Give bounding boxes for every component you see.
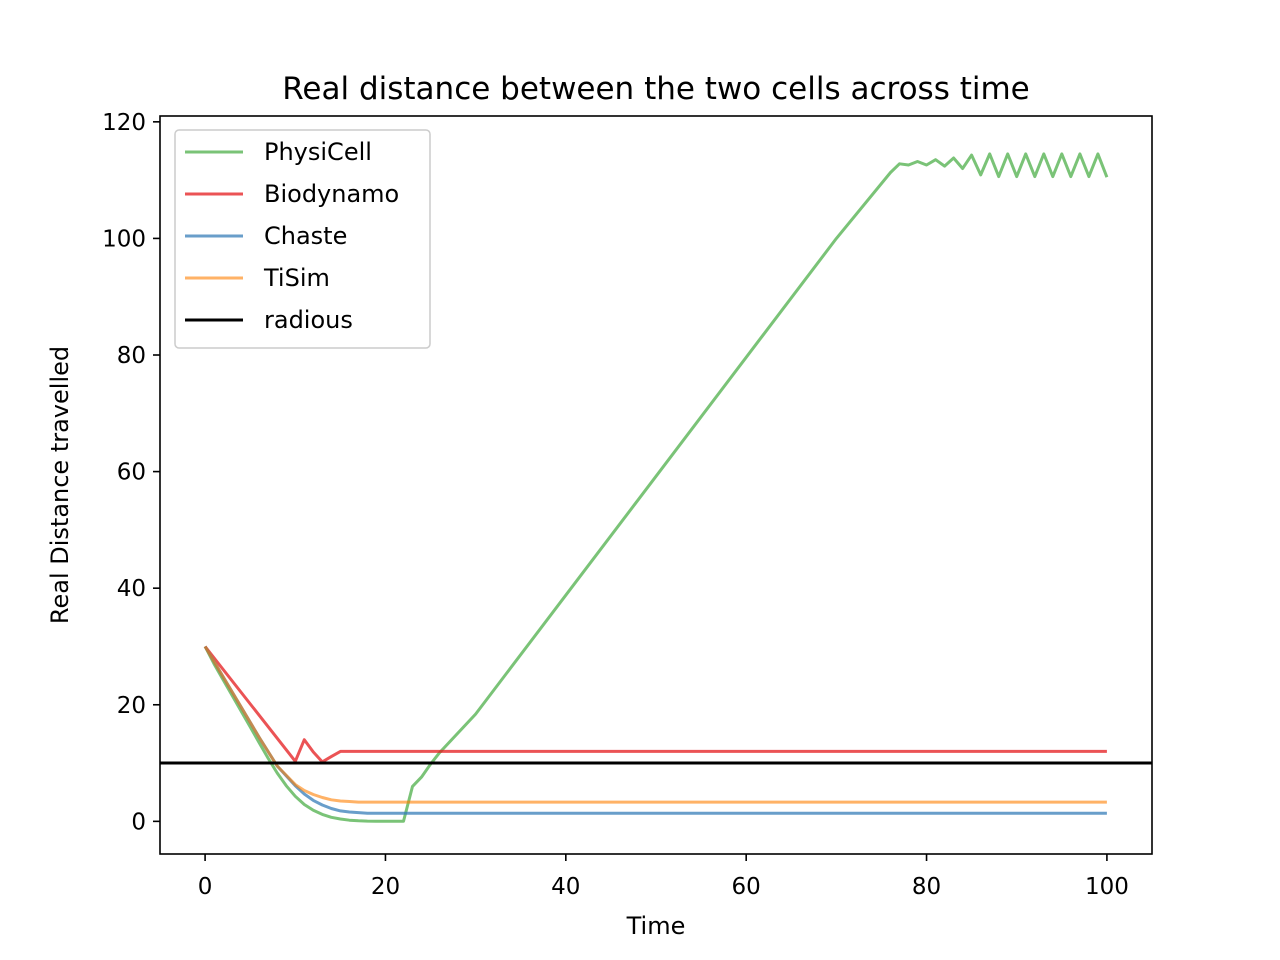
axis-layer: 0 20 40 60 80 100 0 20 40 60 80 100 120: [102, 110, 1129, 900]
y-tick-label: 60: [117, 460, 146, 486]
legend: PhysiCell Biodynamo Chaste TiSim radious: [174, 129, 431, 349]
y-tick-label: 40: [117, 576, 146, 602]
x-tick-label: 0: [198, 874, 213, 900]
legend-label-radious: radious: [264, 306, 353, 334]
y-tick-label: 120: [102, 110, 146, 136]
legend-label-biodynamo: Biodynamo: [264, 180, 399, 208]
series-line-tisim: [203, 645, 1107, 804]
x-tick-label: 20: [371, 874, 400, 900]
x-tick-label: 40: [551, 874, 580, 900]
series-line-biodynamo: [203, 645, 1107, 764]
legend-label-chaste: Chaste: [264, 222, 347, 250]
x-tick-label: 100: [1085, 874, 1129, 900]
x-tick-label: 80: [912, 874, 941, 900]
plot-frame: [159, 115, 1153, 855]
x-tick-label: 60: [732, 874, 761, 900]
series-layer: [160, 152, 1152, 823]
y-tick-label: 100: [102, 226, 146, 252]
legend-label-tisim: TiSim: [263, 264, 330, 292]
legend-label-physicell: PhysiCell: [264, 138, 372, 166]
chart-title: Real distance between the two cells acro…: [282, 71, 1029, 107]
y-tick-label: 20: [117, 693, 146, 719]
series-line-physicell: [203, 152, 1109, 823]
x-axis-label: Time: [626, 912, 686, 940]
legend-box: [174, 129, 431, 349]
y-axis-label: Real Distance travelled: [46, 346, 74, 624]
y-tick-label: 0: [131, 809, 146, 835]
y-tick-label: 80: [117, 343, 146, 369]
